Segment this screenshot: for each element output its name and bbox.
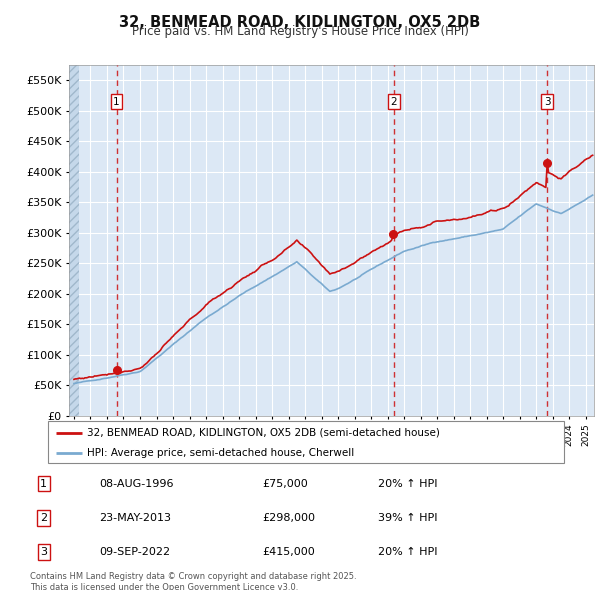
Text: £298,000: £298,000	[262, 513, 315, 523]
Text: 23-MAY-2013: 23-MAY-2013	[99, 513, 171, 523]
Text: HPI: Average price, semi-detached house, Cherwell: HPI: Average price, semi-detached house,…	[86, 448, 354, 457]
Text: 3: 3	[40, 547, 47, 557]
Text: 3: 3	[544, 97, 551, 107]
Text: Contains HM Land Registry data © Crown copyright and database right 2025.
This d: Contains HM Land Registry data © Crown c…	[30, 572, 356, 590]
Text: Price paid vs. HM Land Registry's House Price Index (HPI): Price paid vs. HM Land Registry's House …	[131, 25, 469, 38]
Text: 20% ↑ HPI: 20% ↑ HPI	[378, 478, 437, 489]
Text: £75,000: £75,000	[262, 478, 308, 489]
Text: 2: 2	[391, 97, 397, 107]
Text: 1: 1	[113, 97, 120, 107]
Text: 32, BENMEAD ROAD, KIDLINGTON, OX5 2DB (semi-detached house): 32, BENMEAD ROAD, KIDLINGTON, OX5 2DB (s…	[86, 428, 440, 438]
Text: 1: 1	[40, 478, 47, 489]
Text: 32, BENMEAD ROAD, KIDLINGTON, OX5 2DB: 32, BENMEAD ROAD, KIDLINGTON, OX5 2DB	[119, 15, 481, 30]
Text: 39% ↑ HPI: 39% ↑ HPI	[378, 513, 437, 523]
Bar	[69, 65, 79, 416]
Text: 09-SEP-2022: 09-SEP-2022	[99, 547, 170, 557]
Text: 20% ↑ HPI: 20% ↑ HPI	[378, 547, 437, 557]
Text: 08-AUG-1996: 08-AUG-1996	[99, 478, 173, 489]
Text: 2: 2	[40, 513, 47, 523]
Text: £415,000: £415,000	[262, 547, 314, 557]
